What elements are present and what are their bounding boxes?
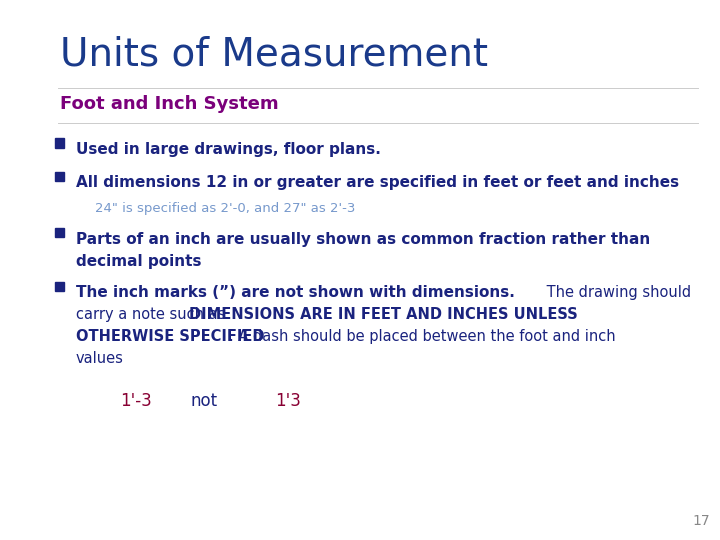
Text: Foot and Inch System: Foot and Inch System [60, 95, 279, 113]
Bar [55, 172, 65, 180]
Text: not: not [190, 392, 217, 410]
Text: decimal points: decimal points [76, 254, 202, 269]
Text: DIMENSIONS ARE IN FEET AND INCHES UNLESS: DIMENSIONS ARE IN FEET AND INCHES UNLESS [189, 307, 577, 322]
Text: carry a note such as: carry a note such as [76, 307, 230, 322]
Text: 1'3: 1'3 [275, 392, 301, 410]
Text: The drawing should: The drawing should [542, 285, 691, 300]
Text: Units of Measurement: Units of Measurement [60, 35, 488, 73]
Bar [55, 228, 65, 238]
Text: OTHERWISE SPECIFIED: OTHERWISE SPECIFIED [76, 329, 264, 344]
Text: All dimensions 12 in or greater are specified in feet or feet and inches: All dimensions 12 in or greater are spec… [76, 175, 679, 190]
Text: 1'-3: 1'-3 [120, 392, 152, 410]
Text: Parts of an inch are usually shown as common fraction rather than: Parts of an inch are usually shown as co… [76, 232, 650, 247]
Text: . A dash should be placed between the foot and inch: . A dash should be placed between the fo… [229, 329, 616, 344]
Text: values: values [76, 351, 124, 366]
Text: 17: 17 [693, 514, 710, 528]
Text: 24" is specified as 2'-0, and 27" as 2'-3: 24" is specified as 2'-0, and 27" as 2'-… [95, 202, 356, 215]
Text: The inch marks (”) are not shown with dimensions.: The inch marks (”) are not shown with di… [76, 285, 515, 300]
Bar [55, 281, 65, 291]
Text: Used in large drawings, floor plans.: Used in large drawings, floor plans. [76, 142, 381, 157]
Bar [55, 138, 65, 147]
